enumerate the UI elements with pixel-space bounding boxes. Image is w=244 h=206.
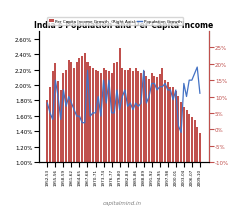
- Bar: [73, 69, 75, 206]
- Bar: [57, 82, 59, 206]
- Bar: [105, 70, 107, 206]
- Bar: [52, 72, 54, 206]
- Bar: [79, 59, 81, 206]
- Bar: [180, 102, 182, 206]
- Text: capitalmind.in: capitalmind.in: [102, 200, 142, 205]
- Bar: [89, 66, 91, 206]
- Bar: [116, 63, 118, 206]
- Bar: [132, 72, 134, 206]
- Bar: [121, 69, 123, 206]
- Bar: [71, 63, 72, 206]
- Title: India's Population and Per Capita Income: India's Population and Per Capita Income: [34, 21, 213, 30]
- Bar: [177, 96, 180, 206]
- Bar: [156, 78, 158, 206]
- Bar: [76, 63, 78, 206]
- Bar: [92, 69, 94, 206]
- Bar: [162, 69, 163, 206]
- Bar: [153, 76, 155, 206]
- Bar: [113, 64, 115, 206]
- Bar: [100, 73, 102, 206]
- Bar: [65, 70, 67, 206]
- Bar: [124, 70, 126, 206]
- Bar: [191, 118, 193, 206]
- Bar: [111, 74, 112, 206]
- Bar: [102, 69, 105, 206]
- Bar: [140, 74, 142, 206]
- Bar: [108, 72, 110, 206]
- Bar: [172, 87, 174, 206]
- Bar: [193, 120, 195, 206]
- Bar: [68, 61, 70, 206]
- Bar: [62, 73, 64, 206]
- Bar: [188, 115, 190, 206]
- Bar: [54, 64, 56, 206]
- Bar: [81, 56, 83, 206]
- Bar: [86, 63, 89, 206]
- Bar: [148, 79, 150, 206]
- Bar: [97, 72, 99, 206]
- Bar: [84, 53, 86, 206]
- Bar: [143, 72, 145, 206]
- Bar: [46, 101, 48, 206]
- Bar: [159, 75, 161, 206]
- Bar: [199, 133, 201, 206]
- Bar: [167, 82, 169, 206]
- Bar: [129, 69, 131, 206]
- Bar: [119, 49, 121, 206]
- Bar: [196, 128, 198, 206]
- Bar: [135, 69, 137, 206]
- Bar: [169, 87, 172, 206]
- Legend: Per Capita Income Growth  (Right Axis), Population Growth: Per Capita Income Growth (Right Axis), P…: [47, 18, 183, 26]
- Bar: [60, 90, 62, 206]
- Bar: [185, 110, 188, 206]
- Bar: [183, 107, 185, 206]
- Bar: [94, 70, 97, 206]
- Bar: [151, 74, 153, 206]
- Bar: [145, 76, 147, 206]
- Bar: [127, 70, 129, 206]
- Bar: [49, 87, 51, 206]
- Bar: [137, 72, 139, 206]
- Bar: [164, 81, 166, 206]
- Bar: [175, 92, 177, 206]
